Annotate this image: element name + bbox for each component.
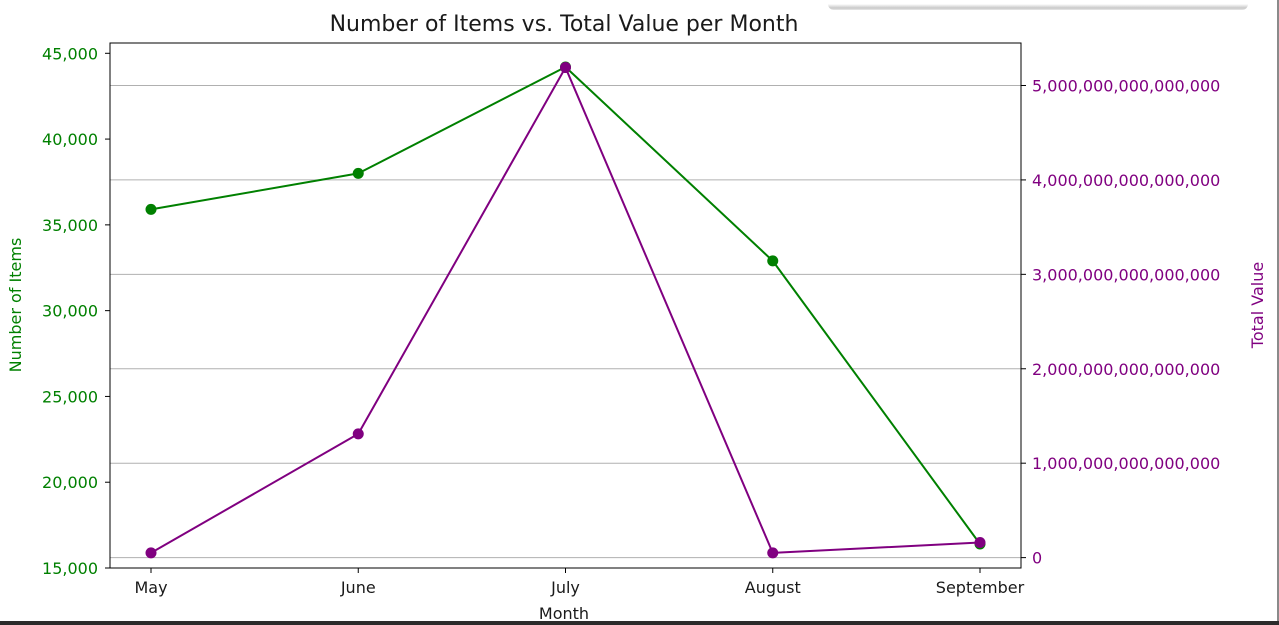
right-tick-label: 0 (1032, 549, 1042, 568)
x-axis-label: Month (539, 604, 589, 623)
right-axis-label: Total Value (1248, 262, 1267, 349)
series-line-1 (150, 66, 981, 545)
left-tick-label: 20,000 (42, 473, 98, 492)
left-tick-label: 15,000 (42, 559, 98, 578)
data-point (767, 255, 779, 267)
data-point (974, 537, 986, 549)
right-tick-label: 5,000,000,000,000,000 (1032, 76, 1220, 95)
series-lines (145, 61, 986, 559)
data-point (767, 547, 779, 559)
overlay-panel-edge (828, 0, 1248, 10)
left-tick-label: 30,000 (42, 302, 98, 321)
data-point (352, 167, 364, 179)
right-axis: 0 1,000,000,000,000,000 2,000,000,000,000,… (1021, 76, 1220, 568)
data-point (352, 428, 364, 440)
x-tick-label: June (340, 578, 376, 597)
data-point (145, 203, 157, 215)
plot-border (109, 42, 1022, 569)
window-edge (1277, 0, 1279, 625)
data-point (560, 62, 571, 74)
right-tick-label: 1,000,000,000,000,000 (1032, 454, 1220, 473)
right-tick-label: 4,000,000,000,000,000 (1032, 171, 1220, 190)
x-axis: May June July August September (134, 568, 1025, 597)
x-tick-label: May (134, 578, 167, 597)
left-axis-label: Number of Items (6, 238, 25, 373)
x-tick-label: September (936, 578, 1025, 597)
right-tick-label: 2,000,000,000,000,000 (1032, 360, 1220, 379)
chart-title: Number of Items vs. Total Value per Mont… (330, 12, 799, 37)
series-line-2 (150, 66, 981, 554)
right-tick-label: 3,000,000,000,000,000 (1032, 265, 1220, 284)
left-tick-label: 45,000 (42, 44, 98, 63)
plot-frame (109, 42, 1022, 569)
left-axis: 15,000 20,000 25,000 30,000 35,000 40,000 45,0… (42, 44, 110, 578)
left-tick-label: 35,000 (42, 216, 98, 235)
gridlines (110, 84, 1021, 559)
left-tick-label: 40,000 (42, 130, 98, 149)
window-bottom-bar (0, 621, 1279, 625)
data-point (145, 547, 157, 559)
x-tick-label: July (550, 578, 580, 597)
x-tick-label: August (745, 578, 801, 597)
left-tick-label: 25,000 (42, 387, 98, 406)
